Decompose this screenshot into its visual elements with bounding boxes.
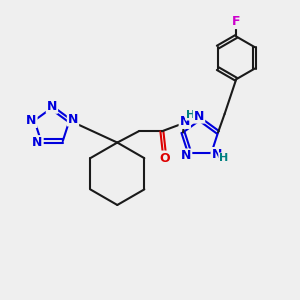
Text: H: H: [186, 110, 195, 120]
Text: N: N: [68, 112, 78, 125]
Text: N: N: [26, 114, 37, 127]
Text: H: H: [219, 153, 229, 164]
Text: N: N: [194, 110, 204, 123]
Text: O: O: [159, 152, 169, 164]
Text: N: N: [47, 100, 57, 113]
Text: N: N: [181, 149, 191, 163]
Text: N: N: [212, 148, 222, 161]
Text: N: N: [32, 136, 43, 149]
Text: N: N: [180, 115, 190, 128]
Text: F: F: [232, 15, 240, 28]
